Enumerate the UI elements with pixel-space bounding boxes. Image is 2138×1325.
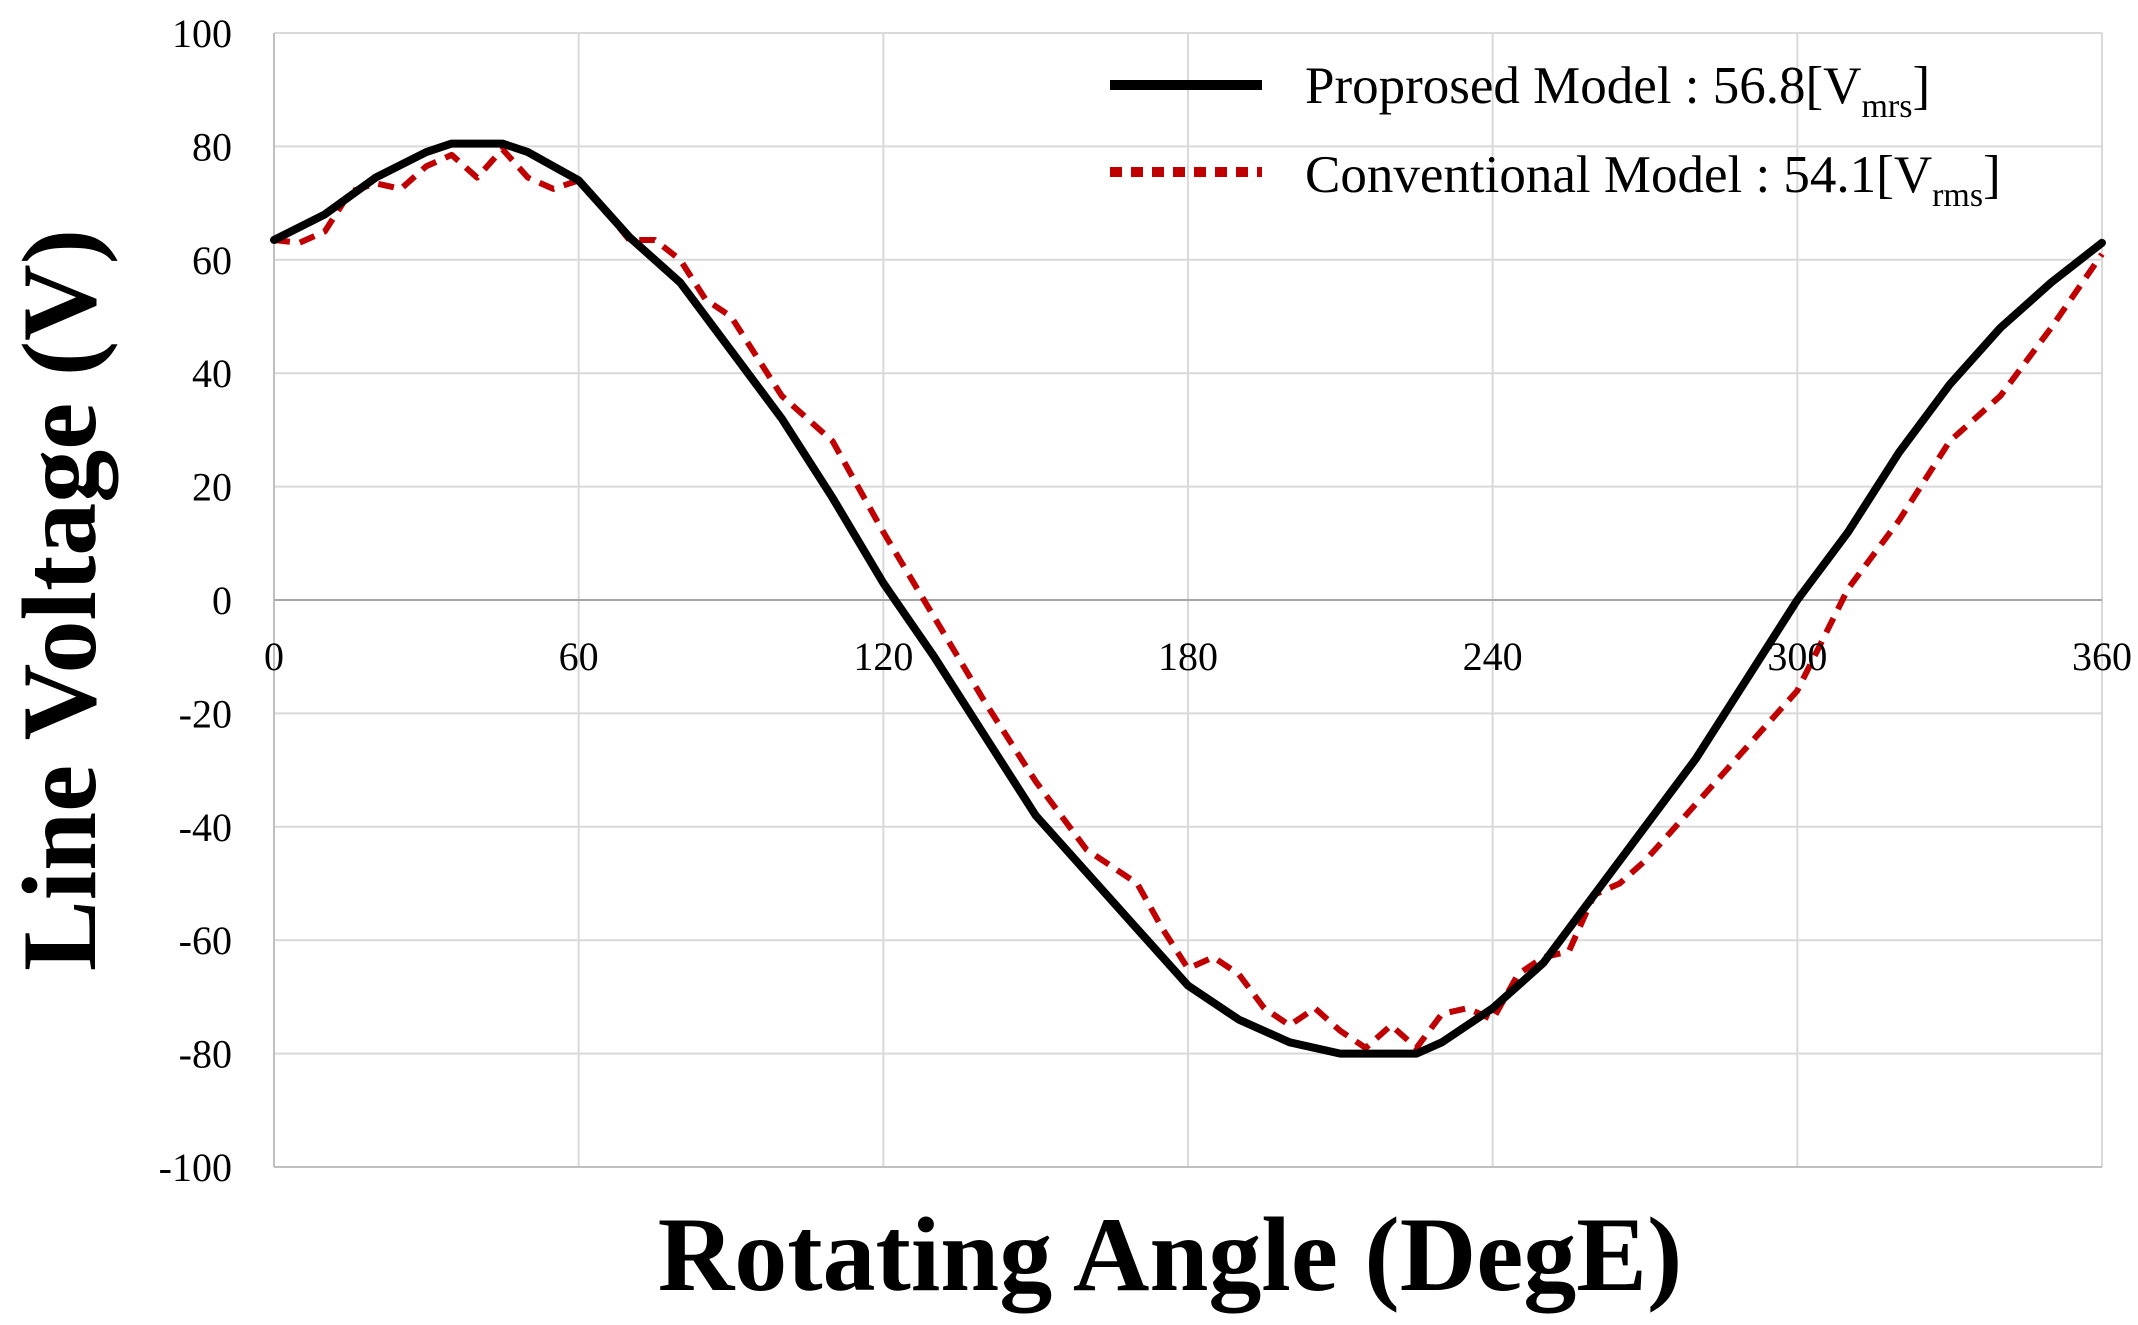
y-tick-label: -20: [179, 691, 232, 736]
y-tick-label: 80: [192, 124, 232, 169]
series-line-conventional: [273, 146, 2105, 1051]
x-tick-label: 300: [1767, 634, 1827, 679]
legend: Proprosed Model : 56.8[Vmrs] Conventiona…: [1110, 57, 2001, 214]
y-tick-label: 0: [212, 578, 232, 623]
y-tick-label: 40: [192, 351, 232, 396]
y-tick-label: -60: [179, 918, 232, 963]
x-tick-label: 240: [1463, 634, 1523, 679]
series-line-proposed: [270, 139, 2106, 1058]
tick-labels: 100 80 60 40 20 0 -20 -40 -60 -80 -100 0 60 120 180 240…: [159, 11, 2132, 1190]
x-tick-label: 180: [1158, 634, 1218, 679]
y-axis-title: Line Voltage (V): [1, 229, 118, 971]
legend-label-conventional: Conventional Model : 54.1[Vrms]: [1305, 146, 2001, 214]
x-tick-label: 360: [2072, 634, 2132, 679]
x-tick-label: 60: [559, 634, 599, 679]
y-tick-label: 100: [172, 11, 232, 56]
series: [270, 139, 2106, 1058]
y-tick-label: 20: [192, 465, 232, 510]
x-tick-label: 120: [853, 634, 913, 679]
x-axis-title: Rotating Angle (DegE): [658, 1196, 1683, 1313]
legend-label-proposed: Proprosed Model : 56.8[Vmrs]: [1305, 57, 1930, 125]
y-tick-label: -80: [179, 1032, 232, 1077]
x-tick-label: 0: [264, 634, 284, 679]
y-tick-label: -100: [159, 1145, 232, 1190]
y-tick-label: -40: [179, 805, 232, 850]
y-tick-label: 60: [192, 238, 232, 283]
